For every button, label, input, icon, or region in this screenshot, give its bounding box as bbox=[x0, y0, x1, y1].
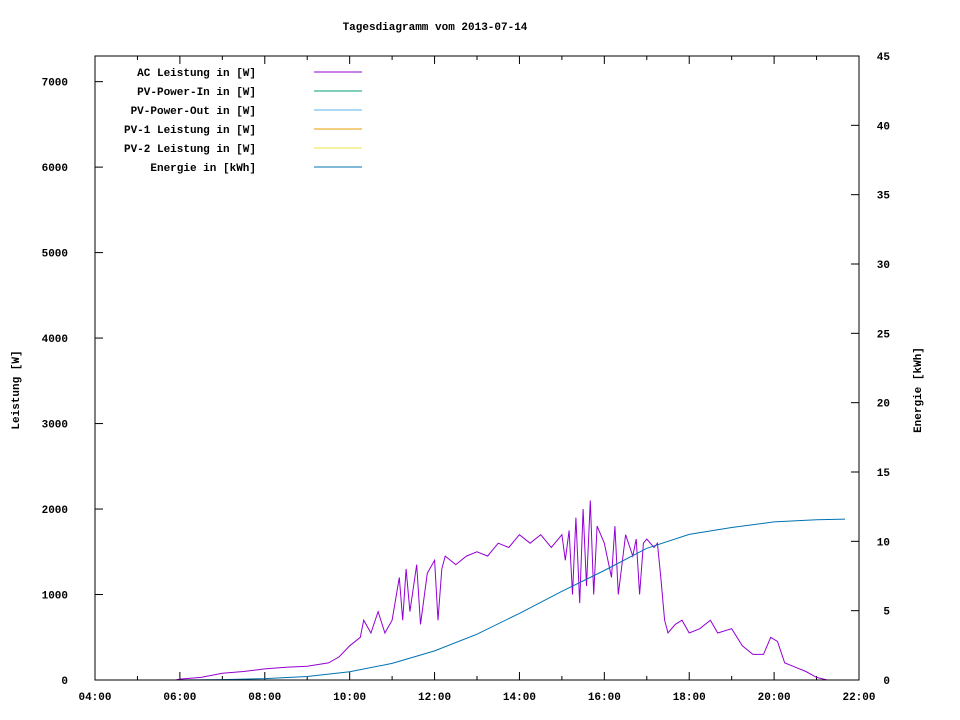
y2-tick-label: 35 bbox=[877, 191, 891, 203]
y2-tick-label: 10 bbox=[877, 537, 890, 549]
x-tick-label: 04:00 bbox=[78, 692, 111, 704]
y-tick-label: 1000 bbox=[42, 591, 68, 603]
y-tick-label: 2000 bbox=[42, 505, 68, 517]
legend-label: Energie in [kWh] bbox=[150, 163, 256, 175]
legend-label: AC Leistung in [W] bbox=[137, 68, 256, 80]
y2-tick-label: 5 bbox=[883, 607, 890, 619]
legend-label: PV-1 Leistung in [W] bbox=[124, 125, 256, 137]
x-tick-label: 12:00 bbox=[418, 692, 451, 704]
y2-tick-label: 30 bbox=[877, 260, 890, 272]
y2-tick-label: 25 bbox=[877, 329, 891, 341]
x-tick-label: 10:00 bbox=[333, 692, 366, 704]
legend-label: PV-Power-Out in [W] bbox=[131, 106, 256, 118]
y2-tick-label: 15 bbox=[877, 468, 891, 480]
y2-tick-label: 0 bbox=[883, 676, 890, 688]
series-line-energie bbox=[179, 518, 846, 681]
x-tick-label: 14:00 bbox=[503, 692, 536, 704]
legend-label: PV-Power-In in [W] bbox=[137, 87, 256, 99]
y-tick-label: 3000 bbox=[42, 420, 68, 432]
y-tick-label: 5000 bbox=[42, 249, 68, 261]
x-tick-label: 18:00 bbox=[673, 692, 706, 704]
y-tick-label: 4000 bbox=[42, 334, 68, 346]
y2-tick-label: 20 bbox=[877, 399, 890, 411]
series-line-ac bbox=[175, 500, 842, 681]
y2-tick-label: 40 bbox=[877, 121, 890, 133]
x-tick-label: 06:00 bbox=[163, 692, 196, 704]
chart-title: Tagesdiagramm vom 2013-07-14 bbox=[343, 22, 528, 34]
y-tick-label: 6000 bbox=[42, 163, 68, 175]
y-axis-label: Leistung [W] bbox=[11, 350, 23, 429]
y2-axis-label: Energie [kWh] bbox=[913, 347, 925, 433]
x-tick-label: 20:00 bbox=[758, 692, 791, 704]
y2-tick-label: 45 bbox=[877, 52, 891, 64]
x-tick-label: 22:00 bbox=[842, 692, 875, 704]
x-tick-label: 08:00 bbox=[248, 692, 281, 704]
y-tick-label: 0 bbox=[61, 676, 68, 688]
y-tick-label: 7000 bbox=[42, 78, 68, 90]
x-tick-label: 16:00 bbox=[588, 692, 621, 704]
legend-label: PV-2 Leistung in [W] bbox=[124, 144, 256, 156]
plot-frame bbox=[94, 55, 860, 681]
